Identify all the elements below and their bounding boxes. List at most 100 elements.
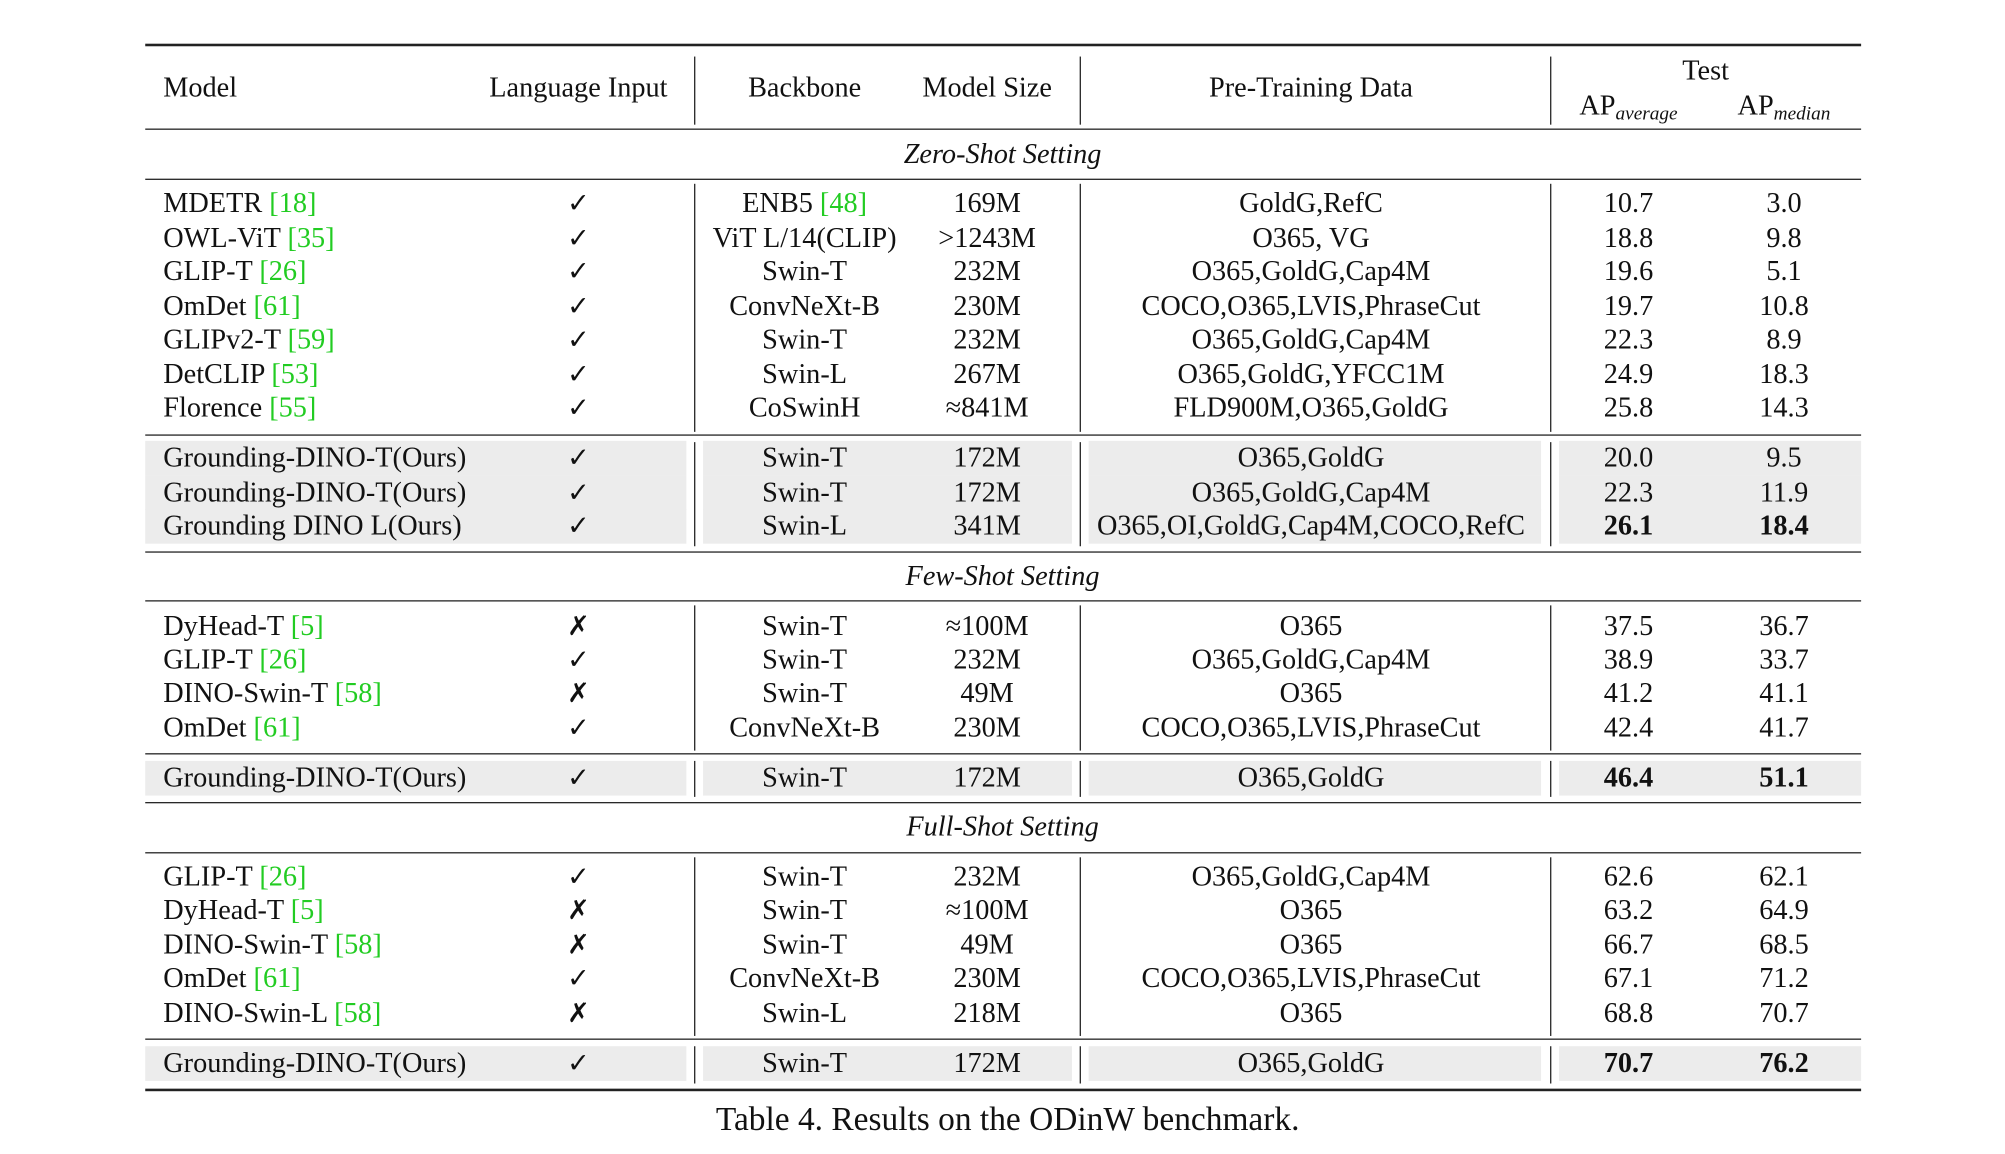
model-name: OmDet [61] (163, 961, 300, 994)
model-size: 232M (953, 254, 1021, 287)
section-rule (145, 551, 1862, 554)
cross-icon: ✗ (567, 677, 590, 709)
pretraining-data: O365,OI,GoldG,Cap4M,COCO,RefC (1096, 508, 1526, 542)
ap-average-value: 19.7 (1603, 289, 1654, 322)
section-rule (145, 753, 1862, 755)
section-rule (145, 600, 1862, 603)
ap-average-value: 63.2 (1603, 893, 1654, 926)
column-divider (1079, 442, 1082, 547)
ap-median-value: 41.7 (1759, 710, 1809, 743)
model-label: DetCLIP (163, 357, 265, 390)
backbone-label: ConvNeXt-B (729, 961, 880, 994)
column-divider (694, 183, 696, 432)
model-name: Grounding DINO L(Ours) (163, 509, 461, 542)
model-label: GLIP-T (163, 254, 253, 287)
backbone-label: Swin-L (762, 508, 848, 542)
model-label: Grounding-DINO-T(Ours) (163, 440, 467, 473)
check-icon: ✓ (567, 290, 590, 322)
ap-average-value: 26.1 (1603, 508, 1654, 542)
model-name: Grounding-DINO-T(Ours) (163, 441, 466, 474)
model-name: OmDet [61] (163, 289, 300, 322)
row-shade (145, 1046, 687, 1081)
check-icon: ✓ (567, 323, 590, 355)
ap-label: AP (1579, 88, 1616, 121)
backbone: ViT L/14(CLIP) (713, 221, 897, 254)
model-name: GLIP-T [26] (163, 254, 306, 287)
pretraining-data: COCO,O365,LVIS,PhraseCut (1141, 289, 1481, 322)
model-label: DINO-Swin-L (163, 996, 328, 1029)
citation: [58] (334, 676, 382, 709)
model-size: 232M (953, 322, 1021, 355)
ap-average-value: 22.3 (1603, 475, 1654, 508)
ap-average-value: 22.3 (1603, 322, 1654, 355)
section-rule (145, 1038, 1862, 1041)
ap-average-value: 24.9 (1603, 357, 1654, 390)
backbone: Swin-T (762, 860, 847, 893)
check-icon: ✓ (567, 187, 590, 219)
citation-number: 26 (268, 642, 298, 675)
column-divider (1550, 442, 1552, 547)
column-divider (1550, 56, 1552, 125)
model-size: 230M (953, 289, 1021, 322)
header-ap-average: APaverage (1579, 89, 1677, 131)
column-divider (1550, 183, 1552, 432)
citation-number: 58 (343, 996, 372, 1029)
ap-median-value: 9.5 (1766, 440, 1802, 473)
model-size: >1243M (938, 221, 1036, 254)
ap-median-value: 76.2 (1759, 1046, 1809, 1079)
backbone: ENB5 [48] (742, 186, 867, 219)
model-name: DINO-Swin-L [58] (163, 996, 381, 1029)
header-language-input: Language Input (489, 70, 668, 103)
model-size: 230M (953, 961, 1021, 994)
citation: [58] (334, 996, 382, 1029)
header-test: Test (1682, 53, 1729, 87)
row-shade (703, 475, 1072, 510)
citation-number: 26 (268, 254, 298, 287)
backbone: ConvNeXt-B (729, 711, 880, 744)
pretraining-data: O365,GoldG,YFCC1M (1177, 357, 1445, 390)
model-size: 172M (953, 760, 1021, 794)
section-rule (145, 178, 1862, 181)
ap-median-value: 9.8 (1766, 221, 1802, 254)
ap-average-value: 20.0 (1603, 440, 1654, 473)
model-size: ≈100M (945, 893, 1029, 926)
model-name: Grounding-DINO-T(Ours) (163, 476, 466, 509)
ap-average-value: 18.8 (1603, 221, 1654, 254)
citation-number: 61 (262, 710, 292, 743)
ap-average-value: 68.8 (1603, 996, 1654, 1029)
backbone: ConvNeXt-B (729, 961, 880, 994)
bottom-rule (145, 1088, 1862, 1092)
ap-median-value: 70.7 (1759, 996, 1809, 1029)
backbone-label: ConvNeXt-B (729, 710, 880, 743)
ap-median-value: 14.3 (1759, 390, 1809, 423)
section-title: Zero-Shot Setting (903, 137, 1102, 170)
column-divider (694, 442, 696, 547)
ap-median-value: 8.9 (1766, 322, 1802, 355)
ap-median-value: 71.2 (1759, 961, 1809, 994)
ap-median-value: 5.1 (1766, 254, 1802, 287)
model-label: Grounding-DINO-T(Ours) (163, 475, 467, 508)
ap-median-value: 18.4 (1759, 508, 1809, 542)
model-name: Grounding-DINO-T(Ours) (163, 1046, 466, 1079)
backbone: Swin-T (762, 476, 847, 509)
section-rule (145, 802, 1862, 804)
backbone: Swin-T (762, 1046, 847, 1079)
row-shade (1088, 760, 1542, 795)
pretraining-data: O365,GoldG (1237, 1046, 1385, 1079)
section-rule (145, 852, 1862, 854)
check-icon: ✓ (567, 510, 590, 542)
model-size: 232M (953, 859, 1021, 892)
model-name: GLIP-T [26] (163, 860, 306, 893)
citation-number: 61 (262, 961, 292, 994)
ap-average-value: 41.2 (1603, 676, 1654, 709)
backbone: Swin-T (762, 761, 847, 794)
citation-number: 58 (344, 676, 373, 709)
ap-median-value: 41.1 (1759, 676, 1809, 709)
backbone: CoSwinH (749, 391, 861, 424)
citation-number: 58 (344, 927, 373, 961)
model-name: GLIPv2-T [59] (163, 323, 334, 356)
pretraining-data: O365,GoldG,Cap4M (1191, 475, 1431, 508)
cross-icon: ✗ (567, 997, 590, 1029)
backbone: Swin-L (762, 509, 847, 542)
ap-median-value: 11.9 (1759, 475, 1809, 508)
